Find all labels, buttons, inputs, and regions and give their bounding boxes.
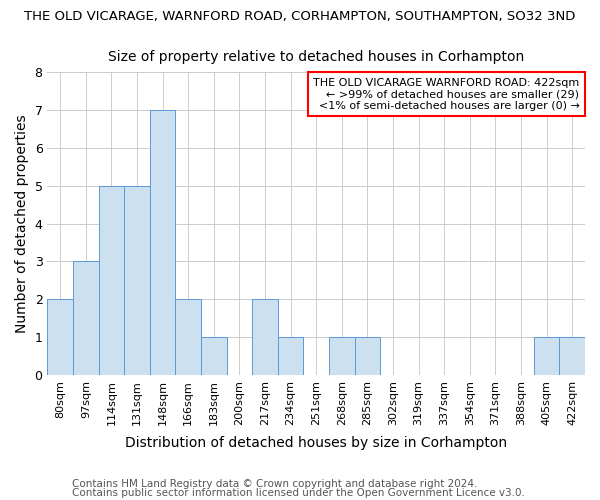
Text: THE OLD VICARAGE WARNFORD ROAD: 422sqm
← >99% of detached houses are smaller (29: THE OLD VICARAGE WARNFORD ROAD: 422sqm ←… [313, 78, 580, 111]
X-axis label: Distribution of detached houses by size in Corhampton: Distribution of detached houses by size … [125, 436, 507, 450]
Bar [73, 262, 98, 375]
Bar [355, 337, 380, 375]
Bar [252, 299, 278, 375]
Text: THE OLD VICARAGE, WARNFORD ROAD, CORHAMPTON, SOUTHAMPTON, SO32 3ND: THE OLD VICARAGE, WARNFORD ROAD, CORHAMP… [25, 10, 575, 23]
Bar [201, 337, 227, 375]
Bar [175, 299, 201, 375]
Bar [534, 337, 559, 375]
Bar [150, 110, 175, 375]
Bar [47, 299, 73, 375]
Bar [98, 186, 124, 375]
Title: Size of property relative to detached houses in Corhampton: Size of property relative to detached ho… [108, 50, 524, 64]
Text: Contains public sector information licensed under the Open Government Licence v3: Contains public sector information licen… [72, 488, 525, 498]
Y-axis label: Number of detached properties: Number of detached properties [15, 114, 29, 333]
Bar [278, 337, 304, 375]
Text: Contains HM Land Registry data © Crown copyright and database right 2024.: Contains HM Land Registry data © Crown c… [72, 479, 478, 489]
Bar [124, 186, 150, 375]
Bar [559, 337, 585, 375]
Bar [329, 337, 355, 375]
